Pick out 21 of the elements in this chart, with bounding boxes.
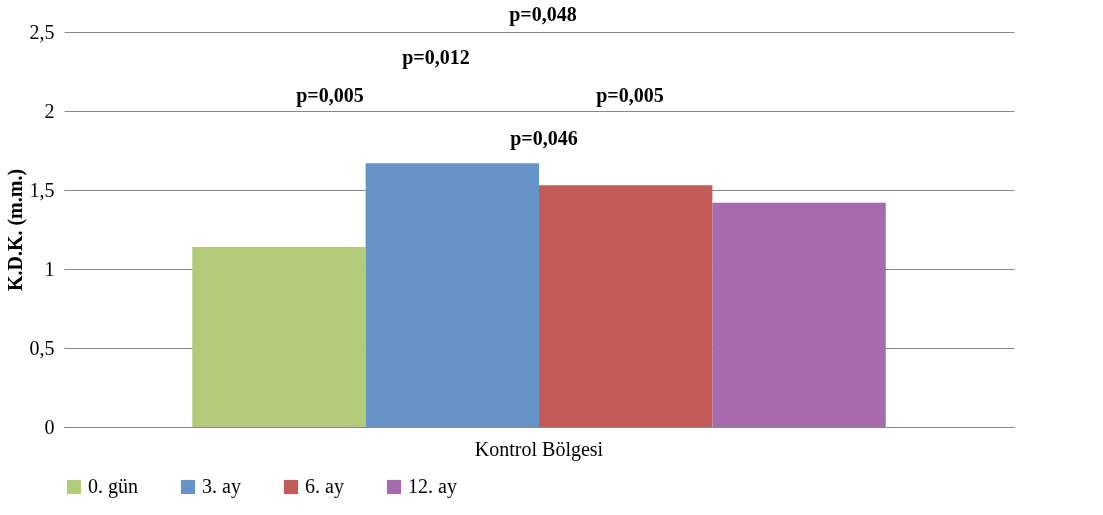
y-tick-label: 2,5 xyxy=(29,20,55,43)
y-axis-title: K.D.K. (m.m.) xyxy=(3,168,27,292)
annotation: p=0,012 xyxy=(402,46,470,69)
bar xyxy=(192,246,366,427)
legend-label: 3. ay xyxy=(202,475,241,498)
x-tick-label: Kontrol Bölgesi xyxy=(474,437,604,461)
y-tick-label: 2 xyxy=(44,99,55,122)
legend-label: 6. ay xyxy=(305,475,344,498)
text: p=0,048 xyxy=(509,3,577,26)
bar xyxy=(365,163,539,427)
y-tick-label: 0,5 xyxy=(29,336,55,359)
bar xyxy=(539,185,713,427)
annotation: p=0,005 xyxy=(296,84,364,107)
legend-label: 12. ay xyxy=(408,475,457,498)
legend-label: 0. gün xyxy=(88,475,138,498)
bar xyxy=(712,202,886,427)
y-tick-label: 1 xyxy=(44,257,55,280)
annotation: p=0,046 xyxy=(510,127,578,150)
y-tick-label: 0 xyxy=(44,415,55,438)
y-tick-label: 1,5 xyxy=(29,178,55,201)
annotation: p=0,005 xyxy=(596,84,664,107)
